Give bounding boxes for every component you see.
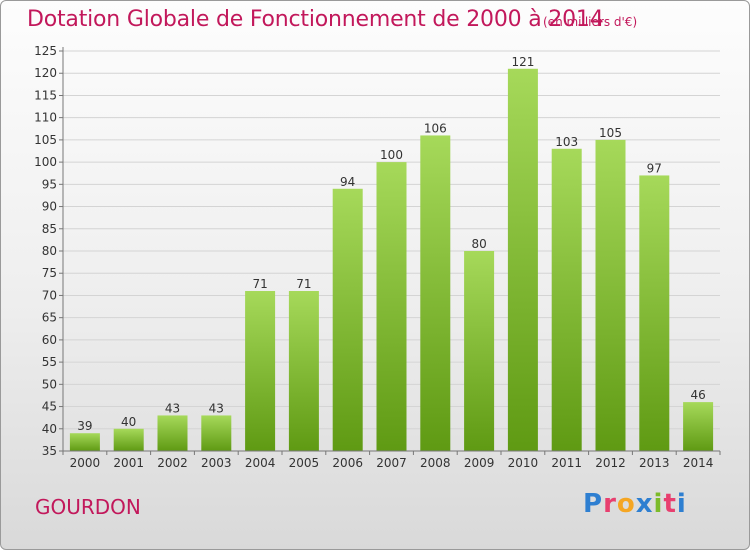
x-tick-label-2012: 2012 (595, 456, 626, 470)
data-label-2010: 121 (511, 55, 534, 69)
bar-2006 (332, 188, 363, 451)
y-tick-label: 75 (42, 266, 57, 280)
x-tick-label-2004: 2004 (245, 456, 276, 470)
bar-2005 (288, 291, 319, 451)
data-label-2008: 106 (424, 121, 447, 135)
y-axis: 35 40 45 50 55 60 65 70 75 80 85 90 95 100 105 110 115 12… (34, 44, 64, 458)
y-tick-label: 65 (42, 311, 57, 325)
proxiti-logo[interactable]: Proxiti (583, 489, 687, 519)
x-tick-label-2005: 2005 (289, 456, 320, 470)
data-label-2006: 94 (340, 175, 355, 189)
x-axis: 2000 2001 2002 2003 2004 2005 2006 2007 2008 2009… (62, 450, 721, 470)
logo-letter: x (635, 489, 654, 519)
logo-letter: P (583, 489, 604, 519)
bar-2008 (420, 135, 451, 451)
y-tick-label: 80 (42, 244, 57, 258)
y-tick-label: 120 (34, 66, 57, 80)
data-label-2007: 100 (380, 148, 403, 162)
data-label-2003: 43 (209, 401, 224, 415)
x-tick-label-2011: 2011 (551, 456, 582, 470)
data-label-2000: 39 (77, 419, 92, 433)
x-tick-label-2001: 2001 (113, 456, 144, 470)
bar-2014 (683, 402, 714, 451)
bar-2003 (201, 415, 232, 451)
logo-letter: r (603, 489, 617, 519)
y-tick-label: 85 (42, 222, 57, 236)
y-tick-label: 90 (42, 200, 57, 214)
y-tick-label: 115 (34, 88, 57, 102)
y-tick-label: 40 (42, 422, 57, 436)
chart-subtitle: (en milliers d'€) (543, 15, 638, 29)
data-label-2011: 103 (555, 135, 578, 149)
data-label-2013: 97 (647, 161, 662, 175)
x-tick-label-2013: 2013 (639, 456, 670, 470)
data-label-2002: 43 (165, 401, 180, 415)
y-tick-label: 35 (42, 444, 57, 458)
y-tick-label: 50 (42, 377, 57, 391)
y-tick-label: 105 (34, 133, 57, 147)
x-tick-label-2014: 2014 (683, 456, 714, 470)
bar-2000 (69, 433, 100, 451)
bars: 39 40 43 43 71 71 94 100 106 80 121 103 105 97 46 (69, 55, 714, 452)
data-label-2004: 71 (252, 277, 267, 291)
bar-2007 (376, 162, 407, 451)
chart-title: Dotation Globale de Fonctionnement de 20… (27, 7, 604, 32)
data-label-2001: 40 (121, 415, 136, 429)
x-tick-label-2003: 2003 (201, 456, 232, 470)
bar-2004 (245, 291, 276, 451)
bar-2013 (639, 175, 670, 451)
data-label-2005: 71 (296, 277, 311, 291)
x-tick-label-2000: 2000 (70, 456, 101, 470)
y-tick-label: 95 (42, 177, 57, 191)
bar-2002 (157, 415, 188, 451)
y-tick-label: 110 (34, 111, 57, 125)
logo-letter: i (676, 489, 687, 519)
data-label-2014: 46 (690, 388, 705, 402)
y-tick-label: 70 (42, 288, 57, 302)
logo-letter: o (616, 489, 636, 519)
y-tick-label: 45 (42, 400, 57, 414)
logo-letter: t (663, 489, 677, 519)
y-tick-label: 125 (34, 44, 57, 58)
x-tick-label-2008: 2008 (420, 456, 451, 470)
logo-letter: i (653, 489, 664, 519)
data-label-2012: 105 (599, 126, 622, 140)
x-tick-label-2002: 2002 (157, 456, 188, 470)
bar-2012 (595, 139, 626, 451)
x-tick-label-2006: 2006 (332, 456, 363, 470)
y-tick-label: 100 (34, 155, 57, 169)
y-tick-label: 60 (42, 333, 57, 347)
x-tick-label-2010: 2010 (508, 456, 539, 470)
bar-2009 (464, 251, 495, 451)
x-tick-label-2007: 2007 (376, 456, 407, 470)
commune-name: GOURDON (35, 495, 141, 519)
x-tick-label-2009: 2009 (464, 456, 495, 470)
bar-2010 (507, 68, 538, 452)
bar-2001 (113, 428, 144, 451)
data-label-2009: 80 (471, 237, 486, 251)
bar-2011 (551, 148, 582, 451)
y-tick-label: 55 (42, 355, 57, 369)
